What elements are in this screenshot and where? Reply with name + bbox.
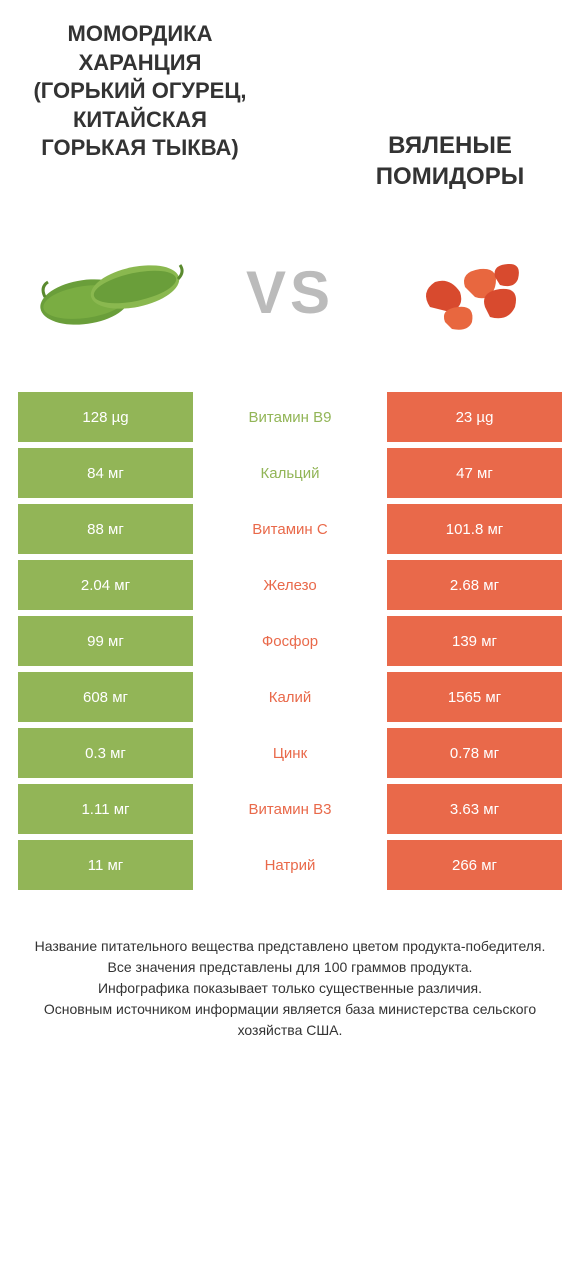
value-right: 2.68 мг — [387, 560, 562, 610]
bitter-gourd-icon — [30, 232, 190, 352]
header: МОМОРДИКА ХАРАНЦИЯ (ГОРЬКИЙ ОГУРЕЦ, КИТА… — [0, 0, 580, 202]
table-row: 99 мгФосфор139 мг — [18, 616, 562, 666]
vs-label: VS — [246, 258, 334, 327]
value-left: 608 мг — [18, 672, 193, 722]
value-left: 11 мг — [18, 840, 193, 890]
value-left: 2.04 мг — [18, 560, 193, 610]
value-right: 101.8 мг — [387, 504, 562, 554]
value-right: 47 мг — [387, 448, 562, 498]
table-row: 84 мгКальций47 мг — [18, 448, 562, 498]
value-right: 1565 мг — [387, 672, 562, 722]
value-right: 23 µg — [387, 392, 562, 442]
value-left: 84 мг — [18, 448, 193, 498]
value-right: 3.63 мг — [387, 784, 562, 834]
title-right: ВЯЛЕНЫЕ ПОМИДОРЫ — [350, 130, 550, 192]
nutrient-label: Витамин B9 — [193, 392, 387, 442]
nutrient-label: Витамин B3 — [193, 784, 387, 834]
value-left: 128 µg — [18, 392, 193, 442]
value-right: 139 мг — [387, 616, 562, 666]
nutrient-label: Натрий — [193, 840, 387, 890]
nutrient-label: Цинк — [193, 728, 387, 778]
table-row: 0.3 мгЦинк0.78 мг — [18, 728, 562, 778]
vs-row: VS — [0, 202, 580, 392]
footer-line: Основным источником информации является … — [20, 999, 560, 1041]
value-left: 99 мг — [18, 616, 193, 666]
value-left: 88 мг — [18, 504, 193, 554]
table-row: 1.11 мгВитамин B33.63 мг — [18, 784, 562, 834]
nutrient-label: Фосфор — [193, 616, 387, 666]
title-left: МОМОРДИКА ХАРАНЦИЯ (ГОРЬКИЙ ОГУРЕЦ, КИТА… — [30, 20, 250, 163]
nutrient-label: Железо — [193, 560, 387, 610]
comparison-table: 128 µgВитамин B923 µg 84 мгКальций47 мг 88… — [0, 392, 580, 890]
footer-line: Название питательного вещества представл… — [20, 936, 560, 957]
footer-line: Инфографика показывает только существенн… — [20, 978, 560, 999]
nutrient-label: Кальций — [193, 448, 387, 498]
value-right: 0.78 мг — [387, 728, 562, 778]
footer-line: Все значения представлены для 100 граммо… — [20, 957, 560, 978]
dried-tomato-icon — [390, 232, 550, 352]
value-left: 0.3 мг — [18, 728, 193, 778]
value-left: 1.11 мг — [18, 784, 193, 834]
table-row: 11 мгНатрий266 мг — [18, 840, 562, 890]
table-row: 128 µgВитамин B923 µg — [18, 392, 562, 442]
nutrient-label: Витамин C — [193, 504, 387, 554]
value-right: 266 мг — [387, 840, 562, 890]
footer: Название питательного вещества представл… — [0, 896, 580, 1061]
nutrient-label: Калий — [193, 672, 387, 722]
table-row: 2.04 мгЖелезо2.68 мг — [18, 560, 562, 610]
table-row: 88 мгВитамин C101.8 мг — [18, 504, 562, 554]
table-row: 608 мгКалий1565 мг — [18, 672, 562, 722]
